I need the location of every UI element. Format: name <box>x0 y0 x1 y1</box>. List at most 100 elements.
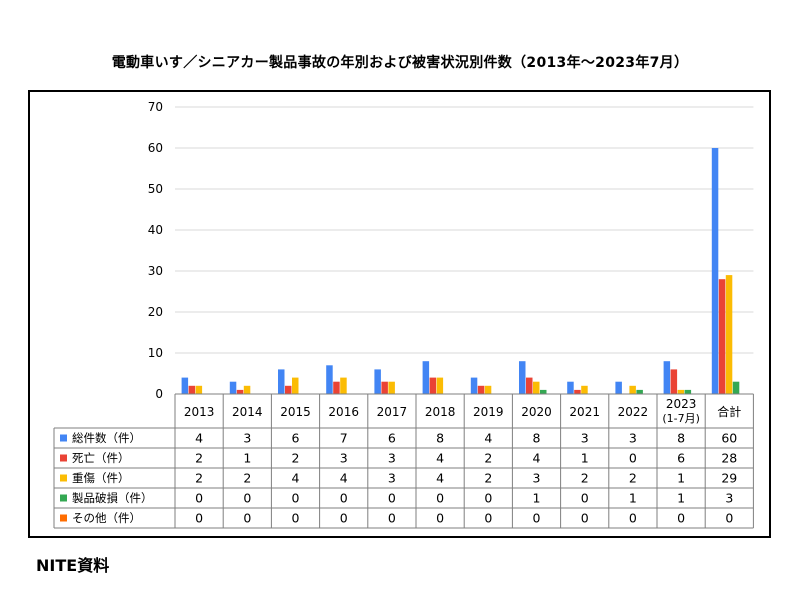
data-label: 28 <box>721 451 737 466</box>
data-label: 4 <box>292 471 300 486</box>
data-label: 1 <box>243 451 251 466</box>
bar-重傷（件）-5 <box>436 377 444 394</box>
category-label: 合計 <box>717 404 741 419</box>
bar-総件数（件）-5 <box>422 361 430 394</box>
bar-総件数（件）-4 <box>374 369 381 394</box>
data-label: 1 <box>581 451 589 466</box>
data-label: 0 <box>581 511 589 526</box>
data-label: 2 <box>484 451 492 466</box>
category-label: 2017 <box>377 405 408 419</box>
data-label: 2 <box>484 471 492 486</box>
data-label: 3 <box>388 471 396 486</box>
bar-重傷（件）-11 <box>725 275 733 394</box>
data-label: 2 <box>292 451 300 466</box>
data-label: 4 <box>436 471 444 486</box>
bar-総件数（件）-11 <box>711 148 719 394</box>
bar-重傷（件）-2 <box>292 377 299 394</box>
data-label: 0 <box>629 451 637 466</box>
data-label: 2 <box>195 451 203 466</box>
y-tick-label: 70 <box>148 100 163 114</box>
data-label: 3 <box>388 451 396 466</box>
data-label: 4 <box>533 451 541 466</box>
bar-死亡（件）-1 <box>236 389 244 394</box>
data-label: 0 <box>195 491 203 506</box>
data-label: 6 <box>677 451 685 466</box>
data-label: 0 <box>195 511 203 526</box>
bar-重傷（件）-1 <box>243 385 251 394</box>
data-label: 0 <box>243 491 251 506</box>
data-label: 2 <box>243 471 251 486</box>
bar-重傷（件）-9 <box>629 385 636 394</box>
data-label: 3 <box>533 471 541 486</box>
y-tick-label: 10 <box>148 346 163 360</box>
y-tick-label: 0 <box>155 387 163 401</box>
legend-label: 総件数（件） <box>72 431 141 445</box>
data-label: 8 <box>677 431 685 446</box>
data-label: 0 <box>388 511 396 526</box>
data-label: 0 <box>436 491 444 506</box>
bar-総件数（件）-7 <box>519 361 526 394</box>
data-label: 8 <box>533 431 541 446</box>
bar-総件数（件）-6 <box>470 377 478 394</box>
category-label: 2014 <box>232 405 263 419</box>
y-tick-label: 20 <box>148 305 163 319</box>
legend-label: 死亡（件） <box>72 451 130 465</box>
data-label: 1 <box>533 491 541 506</box>
data-label: 0 <box>581 491 589 506</box>
data-label: 2 <box>195 471 203 486</box>
y-tick-label: 60 <box>148 141 163 155</box>
category-label: 2020 <box>521 405 552 419</box>
data-label: 7 <box>340 431 348 446</box>
data-label: 0 <box>340 491 348 506</box>
bar-総件数（件）-1 <box>229 381 237 394</box>
bar-死亡（件）-5 <box>429 377 437 394</box>
data-label: 1 <box>677 471 685 486</box>
bar-総件数（件）-3 <box>326 365 333 394</box>
source-note: NITE資料 <box>36 556 110 575</box>
data-label: 0 <box>243 511 251 526</box>
bar-死亡（件）-4 <box>381 381 388 394</box>
bar-総件数（件）-2 <box>278 369 285 394</box>
data-label: 1 <box>677 491 685 506</box>
bar-死亡（件）-8 <box>574 389 581 394</box>
data-label: 0 <box>388 491 396 506</box>
data-label: 0 <box>533 511 541 526</box>
bar-重傷（件）-8 <box>581 385 588 394</box>
data-label: 4 <box>340 471 348 486</box>
bar-総件数（件）-0 <box>181 377 189 394</box>
bar-死亡（件）-0 <box>188 385 196 394</box>
y-tick-label: 40 <box>148 223 163 237</box>
data-label: 0 <box>484 491 492 506</box>
legend-label: 製品破損（件） <box>72 491 153 505</box>
category-label: (1-7月) <box>662 412 700 425</box>
chart-title: 電動車いす／シニアカー製品事故の年別および被害状況別件数（2013年〜2023年… <box>111 55 689 71</box>
y-tick-label: 50 <box>148 182 163 196</box>
bar-死亡（件）-6 <box>477 385 485 394</box>
bar-製品破損（件）-9 <box>636 389 643 394</box>
bar-総件数（件）-10 <box>663 361 671 394</box>
bar-重傷（件）-6 <box>484 385 492 394</box>
bar-製品破損（件）-7 <box>540 389 547 394</box>
legend-swatch <box>60 474 67 482</box>
data-label: 0 <box>340 511 348 526</box>
bar-重傷（件）-3 <box>340 377 347 394</box>
bar-重傷（件）-4 <box>388 381 395 394</box>
bar-総件数（件）-9 <box>615 381 622 394</box>
bar-製品破損（件）-11 <box>732 381 740 394</box>
legend-swatch <box>60 434 67 442</box>
bar-死亡（件）-11 <box>718 279 726 394</box>
category-label: 2019 <box>473 405 504 419</box>
data-label: 0 <box>725 511 733 526</box>
y-tick-label: 30 <box>148 264 163 278</box>
data-label: 29 <box>721 471 737 486</box>
category-label: 2013 <box>184 405 215 419</box>
category-label: 2018 <box>425 405 456 419</box>
data-label: 3 <box>581 431 589 446</box>
bar-製品破損（件）-10 <box>684 389 692 394</box>
data-label: 0 <box>677 511 685 526</box>
legend-label: 重傷（件） <box>72 471 130 485</box>
category-label: 2016 <box>328 405 359 419</box>
bar-死亡（件）-2 <box>285 385 292 394</box>
category-label: 2023 <box>666 397 697 411</box>
